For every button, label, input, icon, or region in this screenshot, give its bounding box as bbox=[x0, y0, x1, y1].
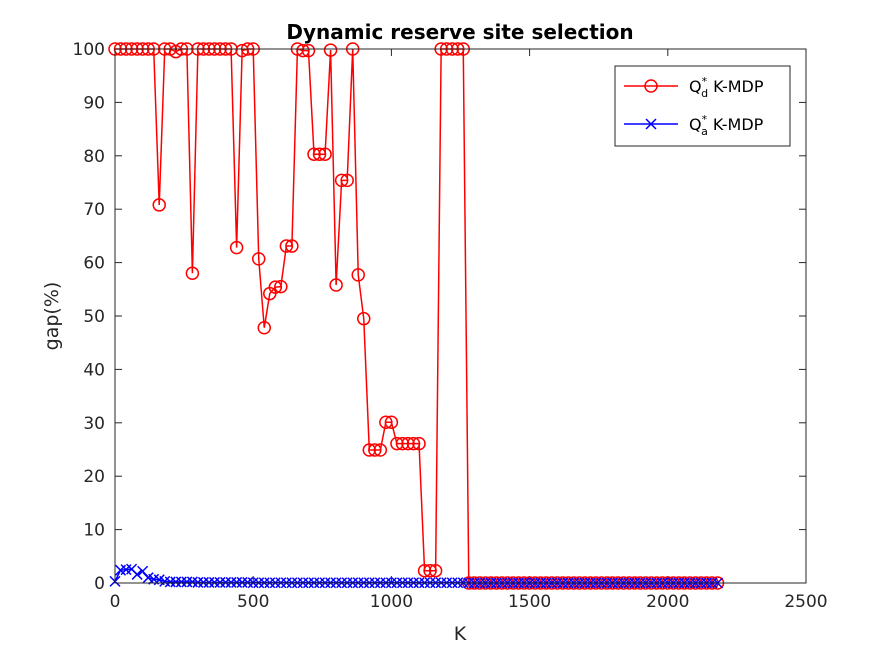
data-point bbox=[357, 311, 371, 326]
data-point bbox=[175, 576, 187, 588]
data-point bbox=[307, 147, 321, 161]
y-tick-label: 60 bbox=[83, 254, 105, 274]
data-point bbox=[197, 576, 209, 588]
data-point bbox=[318, 147, 332, 161]
y-tick-label: 40 bbox=[83, 360, 105, 380]
data-point bbox=[296, 43, 310, 58]
x-tick-label: 2000 bbox=[646, 592, 689, 612]
data-point bbox=[257, 320, 272, 335]
data-point bbox=[192, 576, 204, 588]
data-point bbox=[152, 198, 166, 212]
axes-box bbox=[114, 48, 807, 584]
y-tick-label: 30 bbox=[83, 414, 105, 434]
data-point bbox=[373, 443, 388, 457]
x-tick-label: 2500 bbox=[784, 592, 827, 612]
data-point bbox=[428, 563, 443, 578]
data-point bbox=[351, 268, 365, 282]
data-point bbox=[406, 436, 421, 451]
y-tick-label: 100 bbox=[73, 40, 105, 60]
data-point bbox=[412, 436, 426, 451]
data-point bbox=[340, 173, 354, 188]
legend-box bbox=[614, 65, 791, 147]
x-axis-label: K bbox=[454, 623, 467, 645]
data-point bbox=[312, 147, 327, 161]
data-point bbox=[203, 576, 215, 588]
data-point bbox=[379, 415, 393, 430]
data-point bbox=[231, 576, 243, 588]
y-tick-label: 90 bbox=[83, 93, 105, 113]
x-tick-label: 1500 bbox=[508, 592, 551, 612]
data-point bbox=[225, 576, 237, 588]
data-point bbox=[329, 278, 343, 292]
y-tick-label: 80 bbox=[83, 147, 105, 167]
data-point bbox=[368, 443, 382, 457]
legend-entry-qd: Q* d K-MDP bbox=[624, 75, 764, 100]
data-point bbox=[268, 280, 283, 294]
data-point bbox=[279, 239, 294, 253]
data-point bbox=[362, 443, 377, 457]
data-point bbox=[164, 576, 176, 588]
data-point bbox=[285, 239, 299, 253]
data-point bbox=[208, 576, 221, 588]
data-point bbox=[401, 436, 415, 451]
data-point bbox=[181, 576, 193, 588]
y-tick-label: 0 bbox=[94, 574, 105, 594]
data-point bbox=[214, 576, 226, 588]
data-point bbox=[170, 576, 182, 588]
data-point bbox=[334, 173, 349, 188]
data-point bbox=[274, 279, 288, 294]
x-tick-label: 0 bbox=[110, 592, 121, 612]
x-tick-label: 500 bbox=[237, 592, 269, 612]
axis-ticks: 0 500 1000 1500 2000 2500 0 10 20 30 40 50 60 70 80 90 1… bbox=[73, 40, 828, 612]
x-tick-label: 1000 bbox=[370, 592, 413, 612]
y-tick-label: 70 bbox=[83, 200, 105, 220]
data-point bbox=[236, 576, 248, 588]
legend-label-qa: Q* a K-MDP bbox=[689, 113, 764, 138]
legend: Q* d K-MDP Q* a K-MDP bbox=[614, 65, 791, 147]
data-point bbox=[251, 252, 266, 266]
data-point bbox=[220, 576, 232, 588]
data-point bbox=[423, 563, 437, 578]
legend-entry-qa: Q* a K-MDP bbox=[624, 113, 764, 138]
data-point bbox=[131, 568, 143, 580]
data-point bbox=[417, 563, 432, 578]
data-point bbox=[395, 436, 410, 451]
data-point bbox=[229, 240, 244, 255]
data-point bbox=[185, 266, 200, 281]
y-tick-label: 50 bbox=[83, 307, 105, 327]
chart-title: Dynamic reserve site selection bbox=[286, 20, 633, 44]
data-point bbox=[301, 43, 316, 58]
legend-label-qd: Q* d K-MDP bbox=[689, 75, 764, 100]
legend-marker-qd bbox=[644, 79, 658, 93]
legend-marker-qa bbox=[645, 118, 657, 130]
data-point bbox=[384, 415, 399, 430]
y-tick-label: 10 bbox=[83, 521, 105, 541]
data-point bbox=[323, 43, 338, 57]
y-tick-label: 20 bbox=[83, 467, 105, 487]
y-axis-label: gap(%) bbox=[41, 282, 63, 351]
data-point bbox=[390, 436, 404, 451]
